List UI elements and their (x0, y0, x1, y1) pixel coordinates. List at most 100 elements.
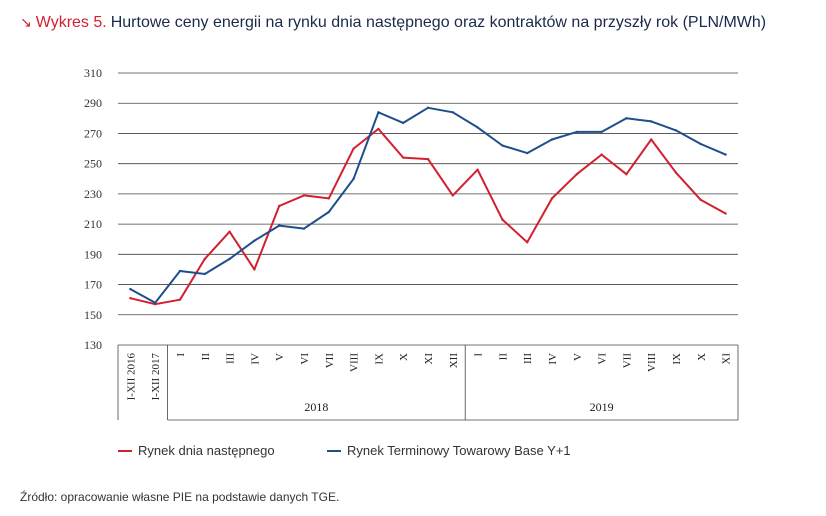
y-tick-label: 310 (84, 66, 102, 80)
x-tick-label: I (473, 353, 485, 357)
data-point (625, 117, 628, 120)
data-point (402, 121, 405, 125)
source-note: Źródło: opracowanie własne PIE na podsta… (20, 490, 340, 504)
legend-label-series-2: Rynek Terminowy Towarowy Base Y+1 (347, 443, 571, 458)
legend-swatch-series-1 (118, 449, 132, 452)
x-tick-label: I-XII 2016 (125, 353, 137, 401)
y-tick-label: 190 (84, 247, 102, 261)
y-tick-label: 210 (84, 217, 102, 231)
x-tick-label: IX (373, 353, 385, 365)
x-tick-label: II (497, 353, 509, 361)
data-point (600, 153, 603, 156)
y-tick-label: 150 (84, 308, 102, 322)
legend-swatch-series-2 (327, 449, 341, 452)
data-point (253, 239, 256, 242)
y-tick-label: 270 (84, 126, 102, 140)
x-tick-label: VII (324, 353, 336, 369)
legend-item-series-1: Rynek dnia następnego (118, 443, 275, 458)
year-group-label: 2018 (304, 400, 328, 414)
data-point (501, 218, 504, 221)
data-point (352, 177, 355, 180)
x-tick-label: V (572, 353, 584, 361)
data-point (426, 106, 430, 109)
x-tick-label: II (200, 353, 212, 361)
data-point (550, 138, 554, 141)
x-tick-label: VIII (349, 353, 361, 372)
data-point (699, 142, 702, 146)
data-point (600, 130, 603, 134)
data-point (476, 126, 479, 129)
data-point (451, 194, 454, 197)
data-point (699, 198, 702, 202)
x-tick-label: VI (299, 353, 311, 365)
x-tick-label: I (175, 353, 187, 357)
x-tick-label: IV (249, 353, 261, 365)
y-tick-label: 250 (84, 157, 102, 171)
data-point (129, 287, 132, 291)
x-tick-label: V (274, 353, 286, 361)
line-chart: 130 150 170 190 210 230 250 270 290 310 I-XII 2016… (84, 66, 739, 421)
y-tick-label: 230 (84, 187, 102, 201)
data-point (178, 269, 182, 273)
data-point (352, 147, 355, 150)
data-point (302, 194, 306, 197)
data-point (650, 138, 653, 141)
x-tick-label: XII (448, 353, 460, 369)
data-point (278, 224, 281, 227)
data-point (526, 241, 529, 244)
data-point (377, 127, 380, 131)
data-point (253, 268, 256, 271)
data-point (625, 173, 628, 176)
x-tick-label: XI (423, 353, 435, 365)
chart-number-label: Wykres 5. (35, 14, 107, 31)
data-point (674, 171, 678, 174)
x-tick-label: X (398, 353, 410, 361)
chart-title-text: Hurtowe ceny energii na rynku dnia nastę… (110, 14, 767, 31)
data-point (302, 227, 306, 230)
arrow-icon: ↘ (20, 14, 32, 30)
legend-label-series-1: Rynek dnia następnego (138, 443, 275, 458)
data-point (526, 151, 529, 155)
data-point (327, 210, 330, 214)
series-line-1 (130, 127, 727, 306)
x-tick-label: III (225, 353, 237, 364)
data-point (724, 212, 727, 215)
data-point (674, 129, 678, 132)
y-tick-label: 290 (84, 96, 102, 110)
data-point (154, 301, 157, 304)
data-point (724, 153, 727, 156)
data-point (228, 230, 231, 233)
x-tick-label: VI (597, 353, 609, 365)
chart-title: ↘ Wykres 5. Hurtowe ceny energii na rynku … (20, 14, 766, 32)
x-tick-label: XI (721, 353, 733, 365)
y-tick-label: 130 (84, 338, 102, 352)
data-point (650, 120, 653, 123)
x-tick-label: X (696, 353, 708, 361)
data-point (228, 257, 231, 261)
x-tick-label: I-XII 2017 (150, 353, 162, 401)
data-point (550, 197, 554, 200)
x-tick-label: IX (671, 353, 683, 365)
data-point (426, 157, 430, 161)
data-point (178, 298, 182, 301)
data-point (451, 111, 454, 114)
data-point (402, 156, 405, 159)
data-point (476, 168, 479, 171)
x-tick-label: IV (547, 353, 559, 365)
series-line-2 (129, 106, 726, 304)
x-tick-label: VIII (646, 353, 658, 372)
x-tick-label: VII (621, 353, 633, 369)
data-point (377, 111, 380, 114)
data-point (203, 257, 206, 261)
x-tick-label: III (522, 353, 534, 364)
year-group-label: 2019 (590, 400, 614, 414)
data-point (501, 144, 504, 147)
data-point (575, 130, 578, 134)
data-point (129, 296, 132, 300)
data-point (575, 173, 578, 176)
data-point (278, 204, 281, 208)
y-tick-label: 170 (84, 278, 102, 292)
legend-item-series-2: Rynek Terminowy Towarowy Base Y+1 (327, 443, 571, 458)
data-point (203, 272, 206, 276)
data-point (327, 197, 330, 200)
